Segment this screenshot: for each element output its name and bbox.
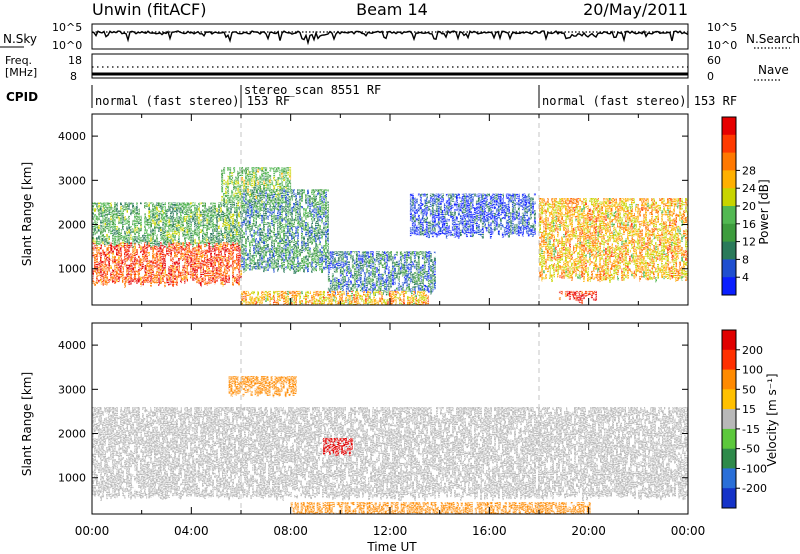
colorbar-swatch <box>722 349 736 371</box>
date-title: 20/May/2011 <box>583 0 688 19</box>
power-echo-region-2 <box>92 202 242 248</box>
colorbar-swatch <box>722 330 736 351</box>
x-tick-label: 04:00 <box>174 524 209 538</box>
colorbar-swatch <box>722 369 736 390</box>
nsky-label: N.Sky <box>3 32 37 46</box>
power-colorbar-tick-label: 24 <box>742 182 756 195</box>
freq-tick-bottom: 8 <box>70 70 77 83</box>
power-echo-region-6 <box>241 290 429 305</box>
nsearch-label: N.Search <box>746 32 800 46</box>
power-panel: Slant Range [km] 1000 2000 3000 4000 <box>20 113 689 306</box>
x-tick-label: 16:00 <box>472 524 507 538</box>
velocity-data <box>92 376 688 514</box>
nave-tick-top: 60 <box>707 54 721 67</box>
velocity-colorbar-tick-label: -200 <box>742 482 767 495</box>
velocity-echo-region-2 <box>228 376 297 398</box>
freq-unit: [MHz] <box>5 66 37 79</box>
colorbar-swatch <box>722 448 736 469</box>
velocity-colorbar-tick-label: 15 <box>742 403 756 416</box>
y-tick-label: 3000 <box>58 174 86 187</box>
y-tick-label: 1000 <box>58 263 86 276</box>
velocity-ylabel: Slant Range [km] <box>20 372 34 476</box>
y-tick-label: 1000 <box>58 472 86 485</box>
power-echo-region-1 <box>92 242 242 288</box>
nsky-panel: N.Sky 10^5 10^0 10^5 10^0 N.Search <box>0 21 800 52</box>
nave-tick-bottom: 0 <box>707 70 714 83</box>
power-colorbar-tick-label: 12 <box>742 236 756 249</box>
velocity-colorbar-tick-label: -100 <box>742 462 767 475</box>
power-colorbar-tick-label: 16 <box>742 218 756 231</box>
cpid-panel: CPID normal (fast stereo) 153 RF stereo_… <box>6 83 737 108</box>
power-echo-region-7 <box>409 193 536 239</box>
nave-label: Nave <box>758 63 789 77</box>
x-axis-labels: 00:00 04:00 08:00 12:00 16:00 20:00 00:00 <box>75 524 706 538</box>
colorbar-swatch <box>722 277 736 296</box>
velocity-colorbar-label: Velocity [m s⁻¹] <box>765 373 779 466</box>
power-colorbar-label: Power [dB] <box>757 179 771 244</box>
velocity-panel: Slant Range [km] 1000 2000 3000 4000 <box>20 322 689 515</box>
colorbar-swatch <box>722 409 736 430</box>
x-tick-label: 00:00 <box>75 524 110 538</box>
x-tick-label: 20:00 <box>571 524 606 538</box>
cpid-segment-1: normal (fast stereo) 153 RF <box>95 94 290 108</box>
power-echo-region-4 <box>241 189 329 274</box>
y-tick-label: 4000 <box>58 339 86 352</box>
power-echo-region-5 <box>327 251 436 297</box>
cpid-segment-3: normal (fast stereo) 153 RF <box>542 94 737 108</box>
velocity-colorbar-tick-label: 50 <box>742 383 756 396</box>
y-tick-label: 2000 <box>58 428 86 441</box>
power-colorbar-tick-label: 4 <box>742 271 749 284</box>
power-ylabel: Slant Range [km] <box>20 162 34 266</box>
power-echo-region-8 <box>558 290 597 305</box>
freq-tick-top: 18 <box>68 54 82 67</box>
cpid-label: CPID <box>6 90 38 104</box>
colorbar-swatch <box>722 389 736 410</box>
colorbar-swatch <box>722 259 736 278</box>
colorbar-swatch <box>722 117 736 136</box>
nsky-line <box>91 29 689 46</box>
beam-title: Beam 14 <box>356 0 428 19</box>
x-tick-label: 08:00 <box>273 524 308 538</box>
velocity-colorbar-tick-label: 100 <box>742 364 763 377</box>
nsearch-tick-top: 10^5 <box>707 21 737 34</box>
freq-label: Freq. <box>5 54 32 67</box>
station-title: Unwin (fitACF) <box>92 0 206 19</box>
nsky-tick-top: 10^5 <box>52 21 82 34</box>
x-tick-label: 00:00 <box>671 524 706 538</box>
colorbar-swatch <box>722 170 736 189</box>
colorbar-swatch <box>722 206 736 225</box>
colorbar-swatch <box>722 468 736 489</box>
colorbar-swatch <box>722 152 736 171</box>
power-colorbar: 4 8 12 16 20 24 28 Power [dB] <box>721 116 771 296</box>
velocity-colorbar-tick-label: -50 <box>742 443 760 456</box>
colorbar-swatch <box>722 134 736 154</box>
velocity-colorbar-tick-label: -15 <box>742 423 760 436</box>
power-data <box>92 167 688 305</box>
colorbar-swatch <box>722 488 736 509</box>
power-colorbar-tick-label: 8 <box>742 253 749 266</box>
nsky-tick-bottom: 10^0 <box>52 39 82 52</box>
colorbar-swatch <box>722 223 736 243</box>
nsearch-tick-bottom: 10^0 <box>707 39 737 52</box>
y-tick-label: 2000 <box>58 219 86 232</box>
velocity-echo-region-1 <box>92 407 688 502</box>
velocity-echo-region-3 <box>323 438 353 456</box>
colorbar-swatch <box>722 241 736 260</box>
y-tick-label: 3000 <box>58 383 86 396</box>
y-tick-label: 4000 <box>58 130 86 143</box>
x-axis-title: Time UT <box>366 540 417 554</box>
velocity-colorbar-tick-label: 200 <box>742 344 763 357</box>
power-colorbar-tick-label: 28 <box>742 164 756 177</box>
power-echo-region-9 <box>539 198 688 283</box>
nsky-trace <box>91 29 689 46</box>
velocity-colorbar: 200 100 50 15 -15 -50 -100 -200 Velocity [m s⁻¹… <box>721 329 779 509</box>
power-colorbar-tick-label: 20 <box>742 200 756 213</box>
colorbar-swatch <box>722 188 736 207</box>
x-tick-label: 12:00 <box>373 524 408 538</box>
colorbar-swatch <box>722 428 736 450</box>
cpid-segment-2: stereo_scan 8551 RF <box>244 83 381 97</box>
velocity-echo-region-4 <box>290 502 591 514</box>
freq-panel: Freq. [MHz] 18 8 60 0 Nave <box>5 53 789 83</box>
